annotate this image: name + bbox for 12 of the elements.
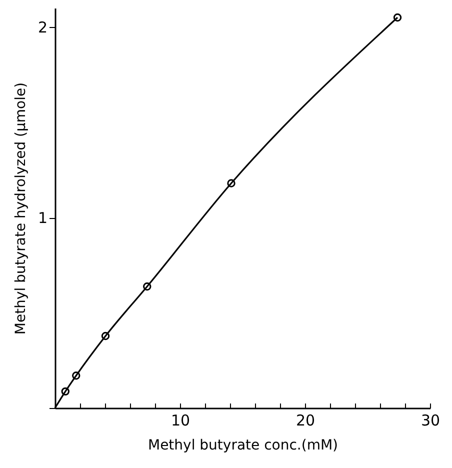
point bbox=[143, 282, 152, 291]
x-tick-label: 30 bbox=[420, 412, 440, 430]
x-tick-label: 10 bbox=[170, 412, 190, 430]
point bbox=[227, 179, 236, 188]
point bbox=[61, 387, 70, 396]
x-axis-title: Methyl butyrate conc.(mM) bbox=[148, 438, 338, 454]
y-tick-label: 1 bbox=[38, 209, 48, 228]
x-tick-label: 20 bbox=[296, 412, 316, 430]
y-axis-title: Methyl butyrate hydrolyzed (μmole) bbox=[12, 82, 29, 335]
point bbox=[101, 332, 110, 340]
point bbox=[72, 372, 80, 380]
y-tick-label: 2 bbox=[38, 18, 48, 37]
